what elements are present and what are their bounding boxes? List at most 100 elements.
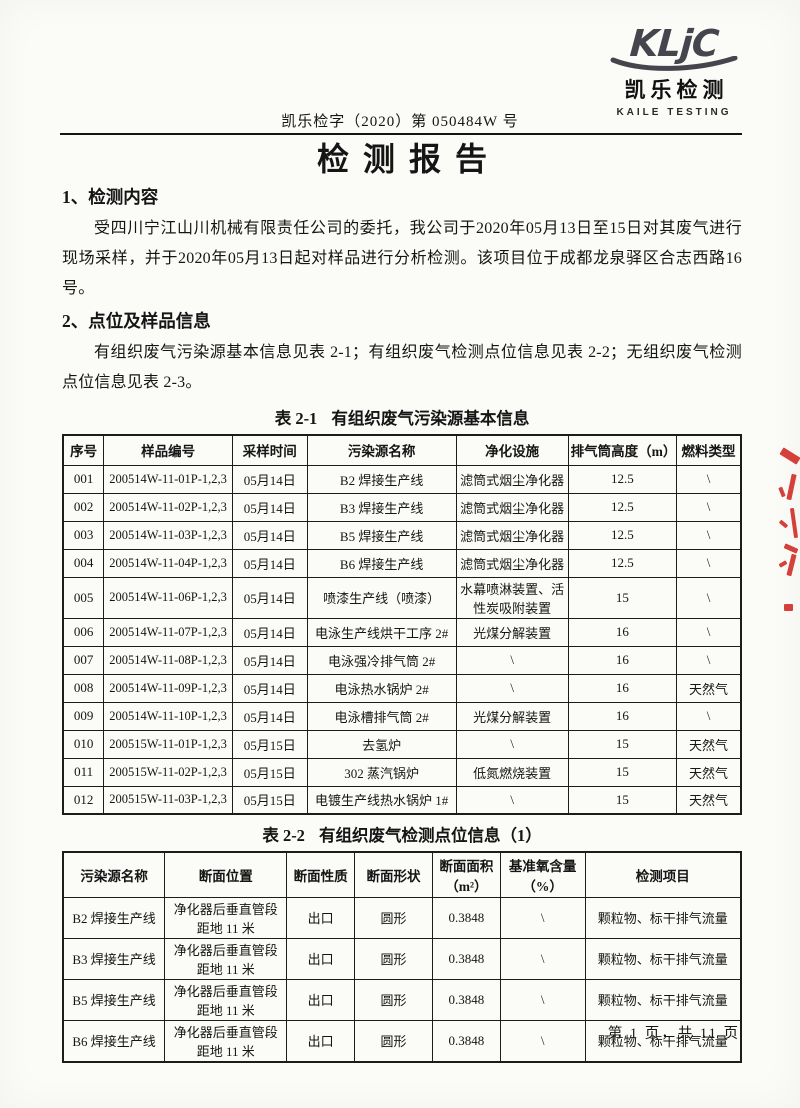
column-header: 序号 [62,434,105,466]
table-cell: 出口 [286,978,356,1021]
table-cell: 12.5 [567,520,678,550]
table-cell: 颗粒物、标干排气流量 [584,937,742,980]
table-cell: 电泳槽排气筒 2# [306,701,457,731]
table-cell: 0.3848 [431,896,501,939]
table-2-2-caption: 表 2-2 有组织废气检测点位信息（1） [62,822,742,846]
table-cell: 05月14日 [231,673,308,703]
stamp-stroke [778,560,788,568]
table-cell: 净化器后垂直管段 距地 11 米 [164,937,288,980]
table-cell: 200514W-11-07P-1,2,3 [103,617,233,647]
table-cell: 15 [567,729,678,759]
table-cell: 0.3848 [431,937,501,980]
table-2-1-caption-label: 表 2-1 [274,409,318,428]
table-cell: 12.5 [567,492,678,522]
table-cell: 15 [567,757,678,787]
table-row: 012 200515W-11-03P-1,2,3 05月15日 电镀生产线热水锅炉 1… [62,785,742,815]
table-cell: 05月14日 [231,520,308,550]
table-cell: 圆形 [354,896,433,939]
table-cell: 003 [62,520,105,550]
table-row: B3 焊接生产线 净化器后垂直管段 距地 11 米出口 圆形 0.3848 \ 颗粒物、标… [62,937,742,980]
table-row: 011 200515W-11-02P-1,2,3 05月15日 302 蒸汽锅炉 低氮燃… [62,757,742,787]
table-cell: 0.3848 [431,1019,501,1062]
table-cell: 光煤分解装置 [455,701,569,731]
table-cell: 05月15日 [231,757,308,787]
page-number: 第 1 页，共 11 页 [607,1026,740,1042]
stamp-stroke [783,543,799,554]
table-row: 009 200514W-11-10P-1,2,3 05月14日 电泳槽排气筒 2# 光煤… [62,701,742,731]
table-row: 004 200514W-11-04P-1,2,3 05月14日 B6 焊接生产线 滤筒式… [62,548,742,578]
column-header: 污染源名称 [62,851,166,898]
logo-chinese-name: 凯乐检测 [624,78,729,102]
table-cell: 05月14日 [231,701,308,731]
table-cell: 05月14日 [231,548,308,578]
table-cell: \ [499,896,586,939]
table-cell: 007 [62,645,105,675]
stamp-stroke [784,604,793,611]
stamp-stroke [789,507,799,539]
table-cell: 净化器后垂直管段 距地 11 米 [164,978,288,1021]
table-cell: 05月15日 [231,729,308,759]
table-cell: 200514W-11-04P-1,2,3 [103,548,233,578]
column-header: 断面形状 [354,851,433,898]
table-cell: 圆形 [354,937,433,980]
red-stamp-fragment [772,438,800,638]
table-2-2-header-row: 污染源名称 断面位置 断面性质 断面形状 断面面积 （m²） 基准氧含量 （%） 检测项目 [62,851,742,898]
table-cell: 005 [62,576,105,619]
table-cell: 006 [62,617,105,647]
stamp-stroke [779,447,800,465]
table-cell: 颗粒物、标干排气流量 [584,1019,742,1062]
column-header: 断面面积 （m²） [431,851,501,898]
table-row: 003 200514W-11-03P-1,2,3 05月14日 B5 焊接生产线 滤筒式… [62,520,742,550]
table-cell: 去氢炉 [306,729,457,759]
table-2-2: 污染源名称 断面位置 断面性质 断面形状 断面面积 （m²） 基准氧含量 （%） 检测项目 … [62,851,742,1063]
stamp-stroke [778,486,786,498]
column-header: 断面位置 [164,851,288,898]
table-cell: \ [676,701,742,731]
table-cell: B5 焊接生产线 [62,978,166,1021]
table-row: 005 200514W-11-06P-1,2,3 05月14日 喷漆生产线（喷漆） 水幕… [62,576,742,619]
report-title: 检测报告 [316,141,501,177]
table-cell: 滤筒式烟尘净化器 [455,520,569,550]
table-2-2-caption-text: 有组织废气检测点位信息（1） [318,826,542,845]
table-cell: B3 焊接生产线 [306,492,457,522]
table-cell: 15 [567,785,678,815]
table-cell: 001 [62,464,105,494]
table-cell: 009 [62,701,105,731]
table-cell: 05月15日 [231,785,308,815]
stamp-stroke [778,519,789,529]
table-cell: B3 焊接生产线 [62,937,166,980]
logo-english-name: KAILE TESTING [616,107,732,118]
column-header: 污染源名称 [306,434,457,466]
table-cell: 滤筒式烟尘净化器 [455,464,569,494]
table-cell: 0.3848 [431,978,501,1021]
table-cell: 颗粒物、标干排气流量 [584,896,742,939]
table-cell: 200515W-11-02P-1,2,3 [103,757,233,787]
table-cell: \ [455,645,569,675]
table-cell: 出口 [286,937,356,980]
document-number: 凯乐检字（2020）第 050484W 号 [281,114,519,130]
table-cell: 008 [62,673,105,703]
table-cell: 16 [567,645,678,675]
company-logo: KLjC 凯乐检测 KAILE TESTING [598,22,750,118]
table-cell: 05月14日 [231,576,308,619]
table-row: 007 200514W-11-08P-1,2,3 05月14日 电泳强冷排气筒 2# \… [62,645,742,675]
section-2-paragraph: 有组织废气污染源基本信息见表 2-1；有组织废气检测点位信息见表 2-2；无组织… [62,344,742,391]
table-cell: 004 [62,548,105,578]
report-content: 检测报告 1、检测内容 受四川宁江山川机械有限责任公司的委托，我公司于2020年… [62,139,742,1063]
table-row: B5 焊接生产线 净化器后垂直管段 距地 11 米出口 圆形 0.3848 \ 颗粒物、标… [62,978,742,1021]
table-cell: 12.5 [567,548,678,578]
table-row: B6 焊接生产线 净化器后垂直管段 距地 11 米出口 圆形 0.3848 \ 颗粒物、标… [62,1019,742,1062]
table-2-1-header-row: 序号 样品编号 采样时间 污染源名称 净化设施 排气筒高度（m） 燃料类型 [62,434,742,466]
table-cell: 净化器后垂直管段 距地 11 米 [164,896,288,939]
table-cell: \ [499,978,586,1021]
table-cell: B2 焊接生产线 [62,896,166,939]
column-header: 采样时间 [231,434,308,466]
table-cell: \ [676,617,742,647]
table-row: 010 200515W-11-01P-1,2,3 05月15日 去氢炉 \ 15 天然气 [62,729,742,759]
table-cell: 011 [62,757,105,787]
table-cell: 天然气 [676,729,742,759]
table-cell: 光煤分解装置 [455,617,569,647]
table-cell: 电泳强冷排气筒 2# [306,645,457,675]
table-cell: 出口 [286,896,356,939]
table-cell: \ [676,645,742,675]
